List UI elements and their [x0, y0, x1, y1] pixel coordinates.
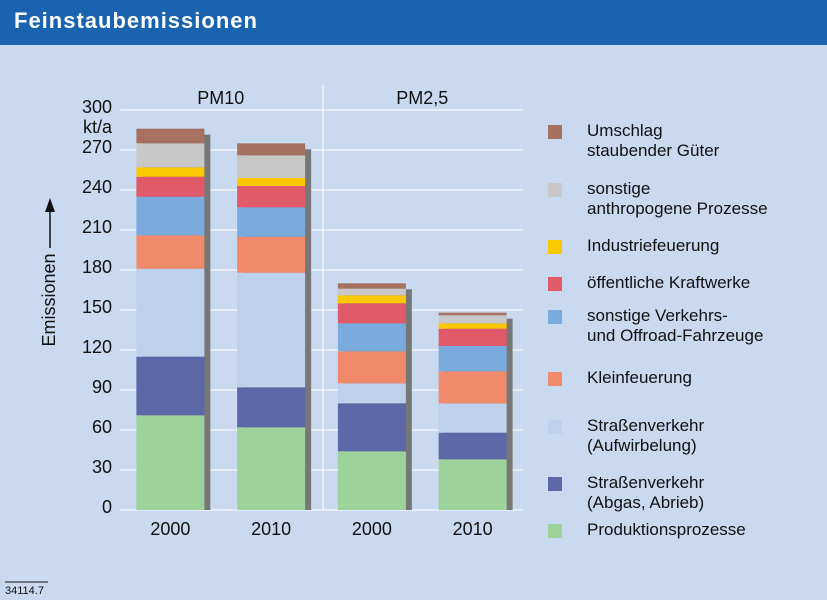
y-tick-label: 150	[82, 297, 112, 317]
bar-segment	[136, 268, 205, 357]
group-label: PM10	[197, 88, 244, 108]
bar-segment	[438, 315, 507, 324]
bar-segment	[237, 427, 306, 510]
bar-segment	[136, 176, 205, 197]
x-tick-label: 2010	[453, 519, 493, 539]
legend-swatch	[548, 277, 567, 296]
legend-label: Straßenverkehr (Aufwirbelung)	[587, 416, 705, 455]
legend-swatch	[548, 125, 567, 144]
bar-segment	[438, 459, 507, 510]
bar-segment	[136, 143, 205, 168]
bar-segment	[438, 312, 507, 316]
bar-segment	[438, 323, 507, 329]
y-tick-label: 60	[92, 417, 112, 437]
y-tick-label: 120	[82, 337, 112, 357]
bar-segment	[438, 328, 507, 346]
legend-swatch	[548, 240, 567, 259]
legend-label: Industriefeuerung	[587, 236, 720, 255]
y-tick-label: 30	[92, 457, 112, 477]
bar-segment	[337, 323, 406, 352]
x-tick-label: 2000	[352, 519, 392, 539]
legend-label: Umschlag staubender Güter	[587, 121, 720, 160]
y-tick-label: 240	[82, 177, 112, 197]
bar-segment	[337, 383, 406, 404]
y-unit: kt/a	[83, 117, 113, 137]
legend-swatch	[548, 183, 567, 202]
bar-segment	[237, 387, 306, 428]
bar-segment	[438, 346, 507, 372]
legend-swatch	[548, 310, 567, 329]
bar-segment	[136, 167, 205, 177]
bar-segment	[438, 371, 507, 404]
header-bar	[0, 0, 827, 45]
group-label: PM2,5	[396, 88, 448, 108]
y-tick-label: 90	[92, 377, 112, 397]
bar-segment	[237, 143, 306, 156]
bar-segment	[136, 356, 205, 416]
bar-segment	[237, 272, 306, 388]
bar-segment	[136, 196, 205, 236]
y-tick-label: 0	[102, 497, 112, 517]
legend-label: Straßenverkehr (Abgas, Abrieb)	[587, 473, 705, 512]
y-tick-label: 270	[82, 137, 112, 157]
bar-segment	[136, 415, 205, 510]
x-tick-label: 2010	[251, 519, 291, 539]
bar-segment	[237, 155, 306, 178]
bar-segment	[337, 451, 406, 510]
bar-segment	[136, 128, 205, 144]
bar-segment	[438, 432, 507, 460]
legend-label: sonstige anthropogene Prozesse	[587, 179, 768, 218]
y-tick-label: 300	[82, 97, 112, 117]
bar-segment	[337, 283, 406, 289]
bar-segment	[438, 403, 507, 433]
y-axis-label: Emissionen	[39, 253, 59, 346]
legend-label: Produktionsprozesse	[587, 520, 746, 539]
legend-swatch	[548, 372, 567, 391]
x-tick-label: 2000	[150, 519, 190, 539]
chart-title: Feinstaubemissionen	[14, 8, 258, 33]
legend-label: öffentliche Kraftwerke	[587, 273, 751, 292]
bar-segment	[237, 236, 306, 273]
legend-label: Kleinfeuerung	[587, 368, 692, 387]
y-axis-arrowhead	[45, 198, 55, 212]
legend-swatch	[548, 477, 567, 496]
legend-swatch	[548, 524, 567, 543]
bar-segment	[237, 207, 306, 237]
y-tick-label: 210	[82, 217, 112, 237]
bar-segment	[237, 178, 306, 186]
legend-label: sonstige Verkehrs- und Offroad-Fahrzeuge	[587, 306, 764, 345]
bar-segment	[136, 235, 205, 269]
footnote: 34114.7	[5, 585, 44, 597]
bar-segment	[337, 403, 406, 452]
bar-segment	[337, 288, 406, 296]
bar-segment	[337, 351, 406, 384]
bar-segment	[237, 186, 306, 208]
y-tick-label: 180	[82, 257, 112, 277]
legend-swatch	[548, 420, 567, 439]
bar-segment	[337, 295, 406, 304]
bar-segment	[337, 303, 406, 324]
